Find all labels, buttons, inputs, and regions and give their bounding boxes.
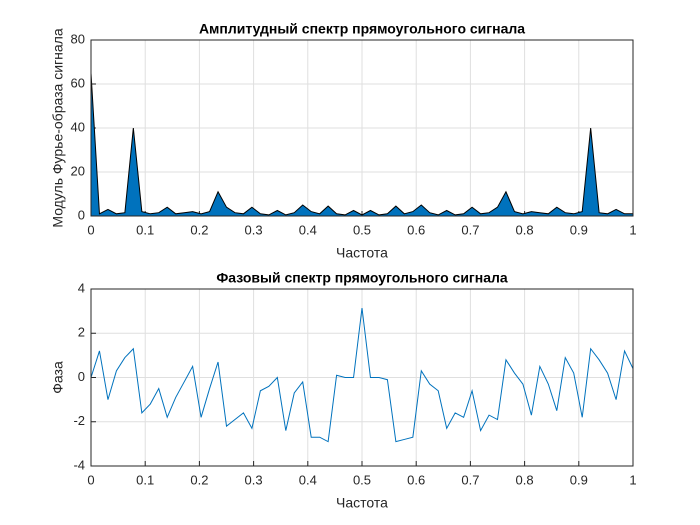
x-tick-label: 0.4 [299,222,317,237]
x-tick-label: 0 [87,222,94,237]
x-tick-label: 0 [87,472,94,487]
y-tick-label: 2 [78,325,85,340]
chart-title: Амплитудный спектр прямоугольного сигнал… [199,21,525,37]
x-tick-label: 0.3 [245,222,263,237]
x-tick-label: 0.3 [245,472,263,487]
x-tick-label: 0.9 [570,222,588,237]
y-tick-label: -2 [73,413,85,428]
x-tick-label: 0.5 [353,222,371,237]
y-tick-label: 60 [71,75,85,90]
x-tick-label: 0.5 [353,472,371,487]
x-tick-label: 0.8 [516,222,534,237]
axes-box [90,288,634,467]
x-tick-label: 1 [629,472,636,487]
y-tick-label: 80 [71,31,85,46]
x-axis-label: Частота [336,495,388,511]
y-tick-label: 40 [71,119,85,134]
y-axis-label: Фаза [50,361,66,394]
axes-box [90,39,634,217]
y-axis-label: Модуль Фурье-образа сигнала [50,28,66,227]
x-tick-label: 0.8 [516,472,534,487]
y-tick-label: 20 [71,163,85,178]
x-tick-label: 0.1 [136,472,154,487]
x-tick-label: 0.6 [407,222,425,237]
x-tick-label: 0.6 [407,472,425,487]
y-tick-label: 0 [78,207,85,222]
x-tick-label: 0.2 [190,472,208,487]
x-tick-label: 1 [629,222,636,237]
line [90,307,634,443]
x-tick-label: 0.4 [299,472,317,487]
x-tick-label: 0.7 [461,472,479,487]
y-tick-label: -4 [73,457,85,472]
chart-title: Фазовый спектр прямоугольного сигнала [216,270,508,286]
x-tick-label: 0.1 [136,222,154,237]
y-tick-label: 4 [78,280,85,295]
x-axis-label: Частота [336,245,388,261]
x-tick-label: 0.9 [570,472,588,487]
x-tick-label: 0.7 [461,222,479,237]
area [90,72,634,217]
x-tick-label: 0.2 [190,222,208,237]
y-tick-label: 0 [78,369,85,384]
